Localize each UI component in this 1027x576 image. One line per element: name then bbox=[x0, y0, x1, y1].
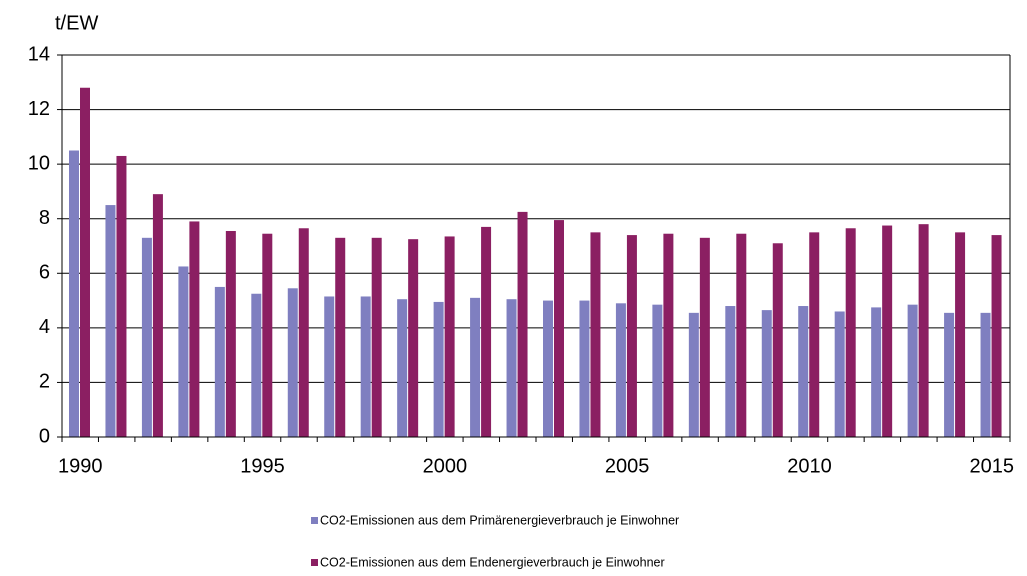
bar bbox=[699, 237, 710, 437]
y-tick-label: 12 bbox=[28, 98, 50, 120]
bar bbox=[470, 297, 481, 437]
bar bbox=[80, 87, 90, 437]
bar bbox=[287, 288, 298, 437]
x-tick-label: 2005 bbox=[605, 455, 650, 477]
bar bbox=[298, 228, 309, 437]
bar bbox=[725, 306, 736, 437]
legend-label: CO2-Emissionen aus dem Endenergieverbrau… bbox=[320, 555, 665, 569]
bar bbox=[761, 310, 772, 437]
bar bbox=[152, 194, 163, 437]
bar bbox=[116, 155, 127, 437]
bar bbox=[251, 293, 262, 437]
bar bbox=[944, 312, 955, 437]
bar bbox=[371, 237, 382, 437]
bar bbox=[214, 286, 225, 437]
legend-swatch bbox=[311, 559, 318, 566]
bar bbox=[772, 243, 783, 437]
bar bbox=[105, 205, 116, 437]
y-tick-label: 0 bbox=[39, 425, 50, 447]
x-tick-label: 1990 bbox=[58, 455, 103, 477]
y-tick-label: 10 bbox=[28, 152, 50, 174]
y-axis-label: t/EW bbox=[55, 12, 98, 34]
bar bbox=[798, 306, 809, 437]
bar bbox=[225, 230, 236, 437]
bar bbox=[262, 233, 273, 437]
bar bbox=[433, 301, 444, 437]
x-tick-label: 2000 bbox=[423, 455, 468, 477]
bar bbox=[626, 235, 637, 437]
bar bbox=[809, 232, 820, 437]
bar bbox=[189, 221, 200, 437]
bar bbox=[481, 226, 492, 437]
legend-swatch bbox=[311, 517, 318, 524]
y-tick-label: 8 bbox=[39, 207, 50, 229]
bar bbox=[991, 235, 1002, 437]
bar bbox=[918, 224, 929, 437]
legend-label: CO2-Emissionen aus dem Primärenergieverb… bbox=[320, 513, 679, 527]
bar bbox=[615, 303, 626, 437]
bar bbox=[590, 232, 601, 437]
bar bbox=[397, 299, 408, 437]
bar bbox=[688, 312, 699, 437]
bar bbox=[324, 296, 335, 437]
bar bbox=[335, 237, 346, 437]
y-tick-label: 14 bbox=[28, 43, 50, 65]
bar bbox=[69, 150, 79, 437]
bar bbox=[408, 239, 419, 437]
bar bbox=[652, 304, 663, 437]
bar bbox=[955, 232, 966, 437]
x-tick-label: 1995 bbox=[240, 455, 285, 477]
bar bbox=[736, 233, 747, 437]
bar bbox=[663, 233, 674, 437]
y-tick-label: 6 bbox=[39, 262, 50, 284]
bar bbox=[907, 304, 918, 437]
y-tick-label: 2 bbox=[39, 371, 50, 393]
bar bbox=[360, 296, 371, 437]
bar bbox=[579, 300, 590, 437]
bar bbox=[554, 220, 564, 437]
bar bbox=[543, 300, 553, 437]
x-tick-label: 2015 bbox=[970, 455, 1015, 477]
bar bbox=[178, 266, 189, 437]
y-tick-label: 4 bbox=[39, 316, 50, 338]
x-tick-label: 2010 bbox=[787, 455, 832, 477]
bar bbox=[871, 307, 882, 437]
bar bbox=[980, 312, 991, 437]
bar bbox=[834, 311, 845, 437]
bar bbox=[845, 228, 856, 437]
bar bbox=[444, 236, 455, 437]
bar bbox=[506, 299, 517, 437]
bar bbox=[882, 225, 893, 437]
bar bbox=[141, 237, 152, 437]
bar bbox=[517, 211, 528, 437]
